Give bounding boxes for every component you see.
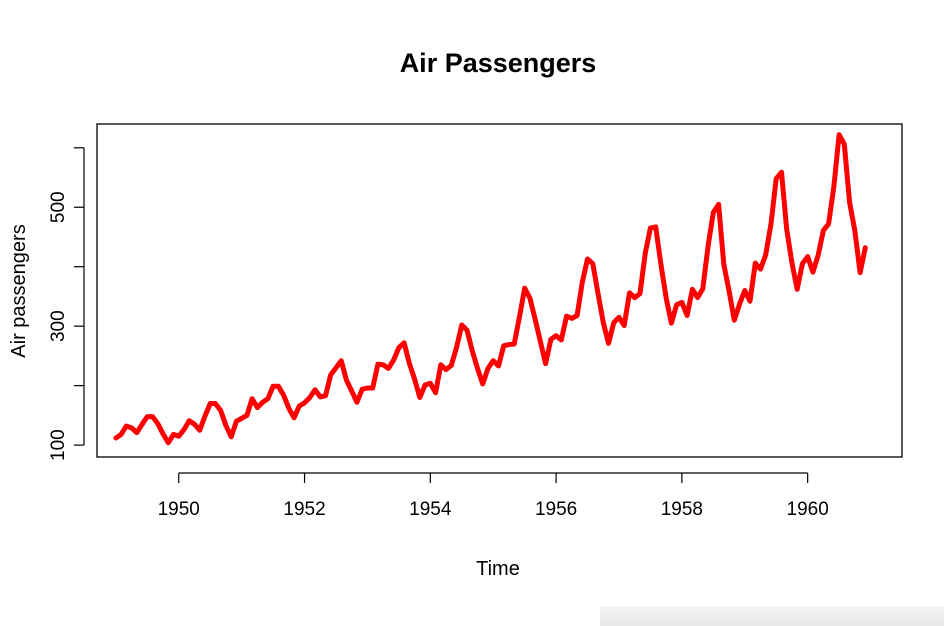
y-tick-label: 500 (48, 191, 69, 223)
y-tick-label: 100 (48, 429, 69, 461)
x-tick-label: 1958 (661, 499, 703, 520)
plot-frame (96, 123, 903, 458)
y-tick-label: 300 (48, 310, 69, 342)
x-tick-label: 1954 (409, 499, 452, 520)
x-tick-label: 1960 (787, 499, 829, 520)
x-axis: 1950 1952 1954 1956 1958 1960 (158, 472, 829, 520)
x-tick-label: 1950 (158, 499, 200, 520)
y-axis: 100 300 500 (48, 147, 85, 461)
x-tick-label: 1952 (283, 499, 325, 520)
series-line (113, 132, 868, 446)
y-axis-label: Air passengers (8, 224, 30, 357)
x-tick-label: 1956 (535, 499, 577, 520)
x-axis-label: Time (476, 558, 520, 580)
chart-title: Air Passengers (400, 48, 597, 78)
corner-shade (600, 606, 944, 626)
